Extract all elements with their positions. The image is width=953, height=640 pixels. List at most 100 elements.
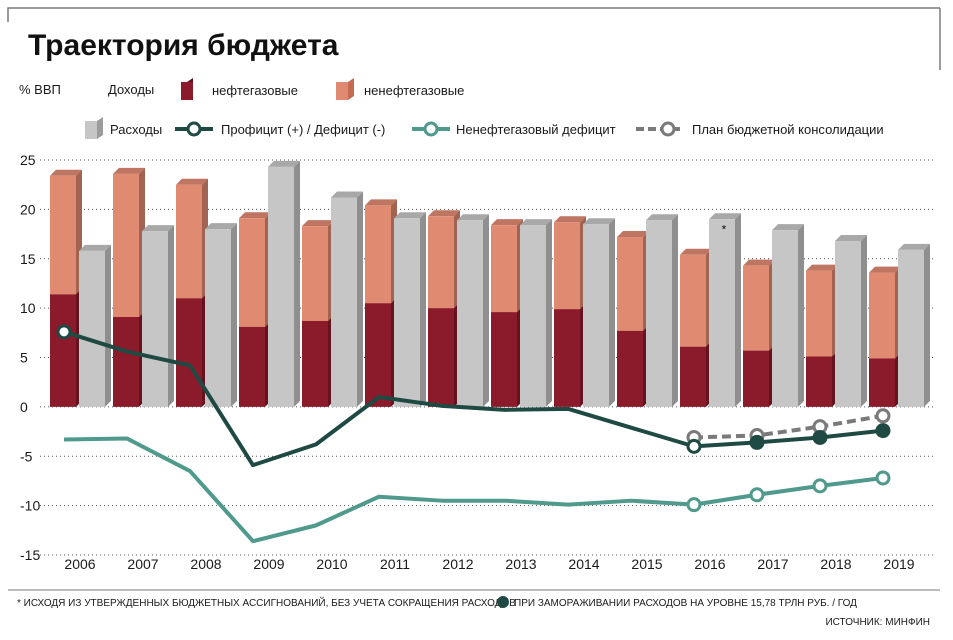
bar-expenses-face: [709, 219, 735, 407]
line-surplus-deficit-marker: [686, 438, 702, 454]
bar-expenses-face: [772, 230, 798, 407]
bar-expenses-side: [798, 224, 804, 407]
bar-oil-gas: [50, 288, 82, 407]
bar-expenses-face: [646, 220, 672, 407]
bar-non-oil-gas-face: [869, 272, 895, 359]
bar-non-oil-gas-top: [239, 212, 271, 219]
bar-non-oil-gas: [869, 266, 901, 359]
bar-expenses: [835, 234, 867, 407]
legend-expenses-label: Расходы: [110, 122, 162, 137]
bar-non-oil-gas: [680, 248, 712, 347]
legend-plan-label: План бюджетной консолидации: [692, 122, 884, 137]
bar-oil-gas: [680, 340, 712, 407]
legend-non-oil-gas-label: ненефтегазовые: [364, 83, 464, 98]
bar-non-oil-gas-face: [113, 173, 139, 318]
bar-oil-gas-face: [176, 298, 202, 407]
bar-expenses-top: [394, 212, 426, 219]
x-tick-label: 2008: [190, 556, 221, 572]
bar-expenses-top: [142, 225, 174, 232]
bar-oil-gas-face: [743, 350, 769, 407]
bar-non-oil-gas: [113, 167, 145, 318]
bars: *: [50, 160, 930, 407]
bar-expenses-side: [420, 212, 426, 407]
x-tick-label: 2017: [757, 556, 788, 572]
bar-expenses-face: [898, 249, 924, 407]
y-tick-label: 5: [20, 350, 28, 366]
x-tick-label: 2009: [253, 556, 284, 572]
bar-oil-gas: [302, 314, 334, 407]
line-non-oil-deficit-marker: [875, 470, 891, 486]
legend-revenue-label: Доходы: [108, 82, 154, 97]
legend-swatch-surplus-line: [175, 121, 213, 137]
x-tick-label: 2006: [64, 556, 95, 572]
bar-oil-gas: [428, 302, 460, 407]
y-tick-label: -5: [20, 448, 33, 464]
bar-non-oil-gas: [743, 259, 775, 351]
bar-oil-gas: [617, 324, 649, 407]
chart-title: Траектория бюджета: [28, 29, 339, 62]
x-tick-label: 2012: [442, 556, 473, 572]
bar-expenses-side: [924, 243, 930, 407]
unit-label: % ВВП: [19, 82, 61, 97]
bar-non-oil-gas: [239, 212, 271, 327]
bar-expenses-face: [142, 231, 168, 407]
bar-oil-gas-face: [680, 346, 706, 407]
bar-non-oil-gas-top: [680, 248, 712, 255]
bar-expenses-top: [205, 223, 237, 230]
bar-expenses-side: [105, 244, 111, 407]
bar-non-oil-gas-face: [680, 254, 706, 347]
bar-non-oil-gas-face: [239, 218, 265, 327]
bar-expenses-top: [79, 244, 111, 251]
legend-oil-gas-label: нефтегазовые: [212, 83, 298, 98]
legend-swatch-non-oil-gas: [336, 78, 354, 100]
bar-non-oil-gas-top: [743, 259, 775, 266]
bar-non-oil-gas-top: [176, 178, 208, 185]
bar-expenses: [520, 219, 552, 407]
bar-expenses-top: [583, 218, 615, 225]
bar-non-oil-gas-face: [491, 225, 517, 313]
bar-expenses-top: [772, 224, 804, 231]
bar-expenses-top: [646, 214, 678, 221]
bar-expenses: [331, 191, 363, 407]
bar-expenses: [646, 214, 678, 407]
line-non-oil-deficit-marker: [749, 487, 765, 503]
x-tick-label: 2010: [316, 556, 347, 572]
bar-expenses-side: [546, 219, 552, 407]
x-tick-label: 2018: [820, 556, 851, 572]
bar-expenses-side: [609, 218, 615, 407]
bar-non-oil-gas-top: [869, 266, 901, 273]
freeze-footnote: ПРИ ЗАМОРАЖИВАНИИ РАСХОДОВ НА УРОВНЕ 15,…: [514, 598, 857, 609]
bar-expenses: [898, 243, 930, 407]
bar-oil-gas: [869, 352, 901, 407]
x-tick-label: 2007: [127, 556, 158, 572]
bar-non-oil-gas: [176, 178, 208, 299]
bar-non-oil-gas: [617, 231, 649, 331]
bar-non-oil-gas-face: [302, 226, 328, 321]
y-tick-label: 0: [20, 399, 28, 415]
bar-non-oil-gas: [50, 169, 82, 295]
bar-oil-gas: [491, 306, 523, 407]
y-tick-label: 15: [20, 251, 36, 267]
bar-oil-gas: [806, 350, 838, 407]
bar-expenses-face: [268, 166, 294, 407]
bar-non-oil-gas-top: [50, 169, 82, 176]
bar-non-oil-gas-top: [428, 210, 460, 217]
legend-non-oil-deficit-label: Ненефтегазовый дефицит: [456, 122, 616, 137]
bar-oil-gas-face: [617, 330, 643, 407]
bar-expenses-top: [457, 214, 489, 221]
bar-non-oil-gas-face: [806, 270, 832, 357]
bar-expenses-face: [583, 224, 609, 407]
bar-expenses: [457, 214, 489, 407]
x-tick-label: 2015: [631, 556, 662, 572]
legend-swatch-expenses: [85, 117, 103, 139]
bar-oil-gas-face: [113, 317, 139, 407]
bar-expenses-face: [457, 220, 483, 407]
bar-expenses-top: [520, 219, 552, 226]
bar-expenses-side: [672, 214, 678, 407]
bar-non-oil-gas: [554, 216, 586, 310]
legend-swatch-non-oil-line: [412, 121, 450, 137]
frame: [7, 7, 941, 591]
bar-oil-gas-face: [302, 320, 328, 407]
bar-oil-gas: [365, 297, 397, 407]
